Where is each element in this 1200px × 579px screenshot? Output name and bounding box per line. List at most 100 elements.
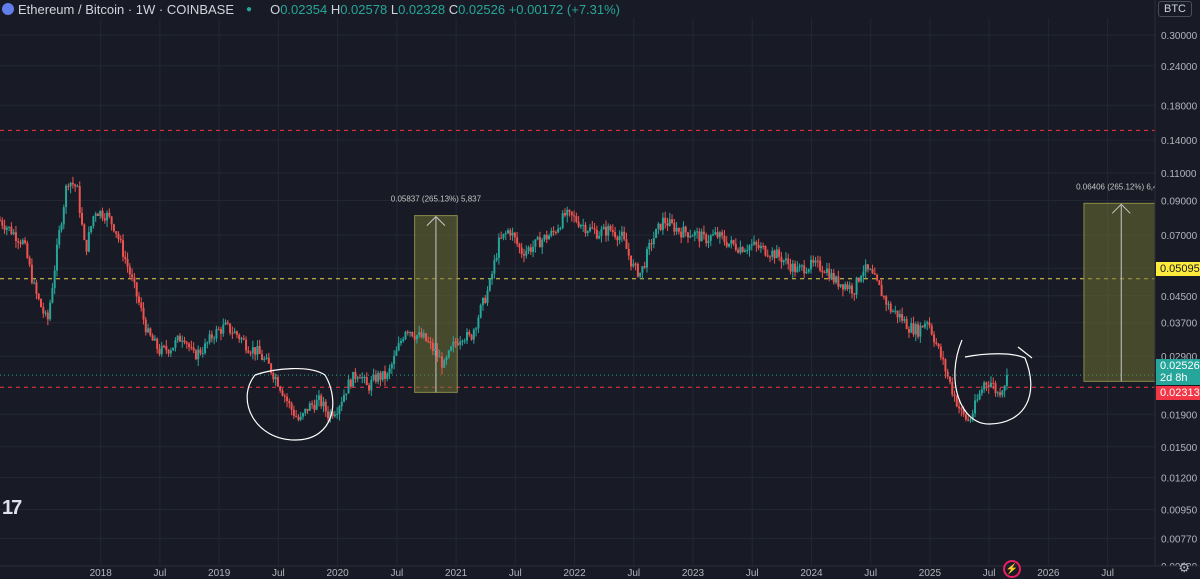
x-tick-label: 2024 xyxy=(800,568,823,579)
candle-body xyxy=(245,339,248,351)
candle-body xyxy=(880,284,883,297)
time-axis[interactable]: 2018 Jul 2019 Jul 2020 Jul 2021 Jul 2022 Jul 2023 J… xyxy=(0,565,1200,579)
candle-body xyxy=(864,264,867,272)
candle-body xyxy=(823,272,826,274)
candle-body xyxy=(192,347,195,351)
y-tick-label: 0.02900 xyxy=(1161,352,1198,363)
y-tick-label: 0.30000 xyxy=(1161,31,1198,42)
candle-body xyxy=(595,229,598,239)
candle-body xyxy=(69,182,72,187)
candle-body xyxy=(151,335,154,341)
candle-body xyxy=(627,248,630,256)
candle-body xyxy=(869,269,872,271)
candle-body xyxy=(199,349,202,354)
candle-body xyxy=(614,232,617,238)
candle-body xyxy=(846,284,849,289)
candle-body xyxy=(926,322,929,324)
candle-body xyxy=(263,358,266,360)
candle-body xyxy=(434,349,437,351)
candle-body xyxy=(819,260,822,271)
candle-body xyxy=(707,240,710,244)
candle-body xyxy=(418,332,421,336)
candle-body xyxy=(81,212,84,225)
candle-body xyxy=(347,379,350,394)
candle-body xyxy=(128,266,131,275)
candle-body xyxy=(712,234,715,236)
candle-body xyxy=(641,266,644,273)
candle-body xyxy=(825,268,828,273)
candle-body xyxy=(520,247,523,255)
candle-body xyxy=(618,235,621,241)
candle-body xyxy=(404,331,407,340)
candle-body xyxy=(985,382,988,385)
candle-body xyxy=(914,324,917,335)
lightning-alert-icon[interactable]: ⚡ xyxy=(1003,560,1021,578)
candle-body xyxy=(415,335,418,340)
candle-body xyxy=(563,213,566,216)
circle-annotation-2019[interactable] xyxy=(246,367,334,441)
candle-body xyxy=(78,186,81,213)
candle-body xyxy=(778,249,781,257)
x-tick-label: 2023 xyxy=(682,568,705,579)
candle-body xyxy=(976,399,979,401)
candle-body xyxy=(108,212,111,217)
candle-body xyxy=(655,228,658,238)
candle-body xyxy=(810,259,813,270)
candle-body xyxy=(62,207,65,225)
tradingview-logo[interactable]: 17 xyxy=(2,497,22,519)
candle-body xyxy=(96,213,99,216)
candle-body xyxy=(784,258,787,261)
candle-body xyxy=(855,277,858,295)
candle-body xyxy=(645,249,648,268)
candle-body xyxy=(90,226,93,233)
candle-body xyxy=(260,353,263,360)
candle-body xyxy=(301,413,304,417)
candle-body xyxy=(762,245,765,247)
candle-body xyxy=(625,239,628,249)
market-status-icon: ● xyxy=(246,3,253,15)
candle-body xyxy=(910,323,913,333)
candle-body xyxy=(746,250,749,252)
candle-body xyxy=(60,224,63,231)
y-tick-label: 0.11000 xyxy=(1161,169,1197,180)
candle-body xyxy=(463,340,466,342)
candle-body xyxy=(342,395,345,402)
candle-body xyxy=(960,408,963,410)
candle-body xyxy=(967,419,970,421)
candle-body xyxy=(454,341,457,344)
gear-icon[interactable]: ⚙ xyxy=(1178,560,1190,575)
projection-boxes: 0.05837 (265.13%) 5,837 0.06406 (265.12%)… xyxy=(391,182,1167,393)
candle-body xyxy=(215,329,218,339)
candle-body xyxy=(158,348,161,355)
candle-body xyxy=(821,270,824,273)
candle-body xyxy=(167,350,170,354)
candle-body xyxy=(365,377,368,386)
candle-body xyxy=(313,404,316,410)
circle-annotation-2025[interactable] xyxy=(954,339,1033,425)
candle-body xyxy=(409,332,412,334)
candle-body xyxy=(616,237,619,241)
candle-body xyxy=(281,390,284,396)
symbol-title[interactable]: Ethereum / Bitcoin · 1W · COINBASE xyxy=(18,1,235,17)
currency-badge[interactable]: BTC xyxy=(1158,1,1192,17)
candle-body xyxy=(368,385,371,391)
ethereum-icon xyxy=(2,3,14,15)
bar-countdown: 2d 8h xyxy=(1160,372,1188,384)
candle-body xyxy=(137,296,140,303)
candle-body xyxy=(358,377,361,379)
candle-body xyxy=(488,279,491,291)
price-axis[interactable]: 0.30000 0.24000 0.18000 0.14000 0.11000 0.090… xyxy=(1154,0,1200,579)
candle-body xyxy=(1,220,4,226)
candle-body xyxy=(94,213,97,217)
candle-body xyxy=(493,260,496,274)
candle-body xyxy=(630,255,633,267)
candle-body xyxy=(440,356,443,368)
candle-body xyxy=(475,328,478,330)
candle-body xyxy=(204,343,207,353)
candle-body xyxy=(429,341,432,343)
candle-body xyxy=(896,310,899,318)
candle-body xyxy=(901,314,904,321)
candle-body xyxy=(21,240,24,244)
candle-body xyxy=(76,186,79,188)
